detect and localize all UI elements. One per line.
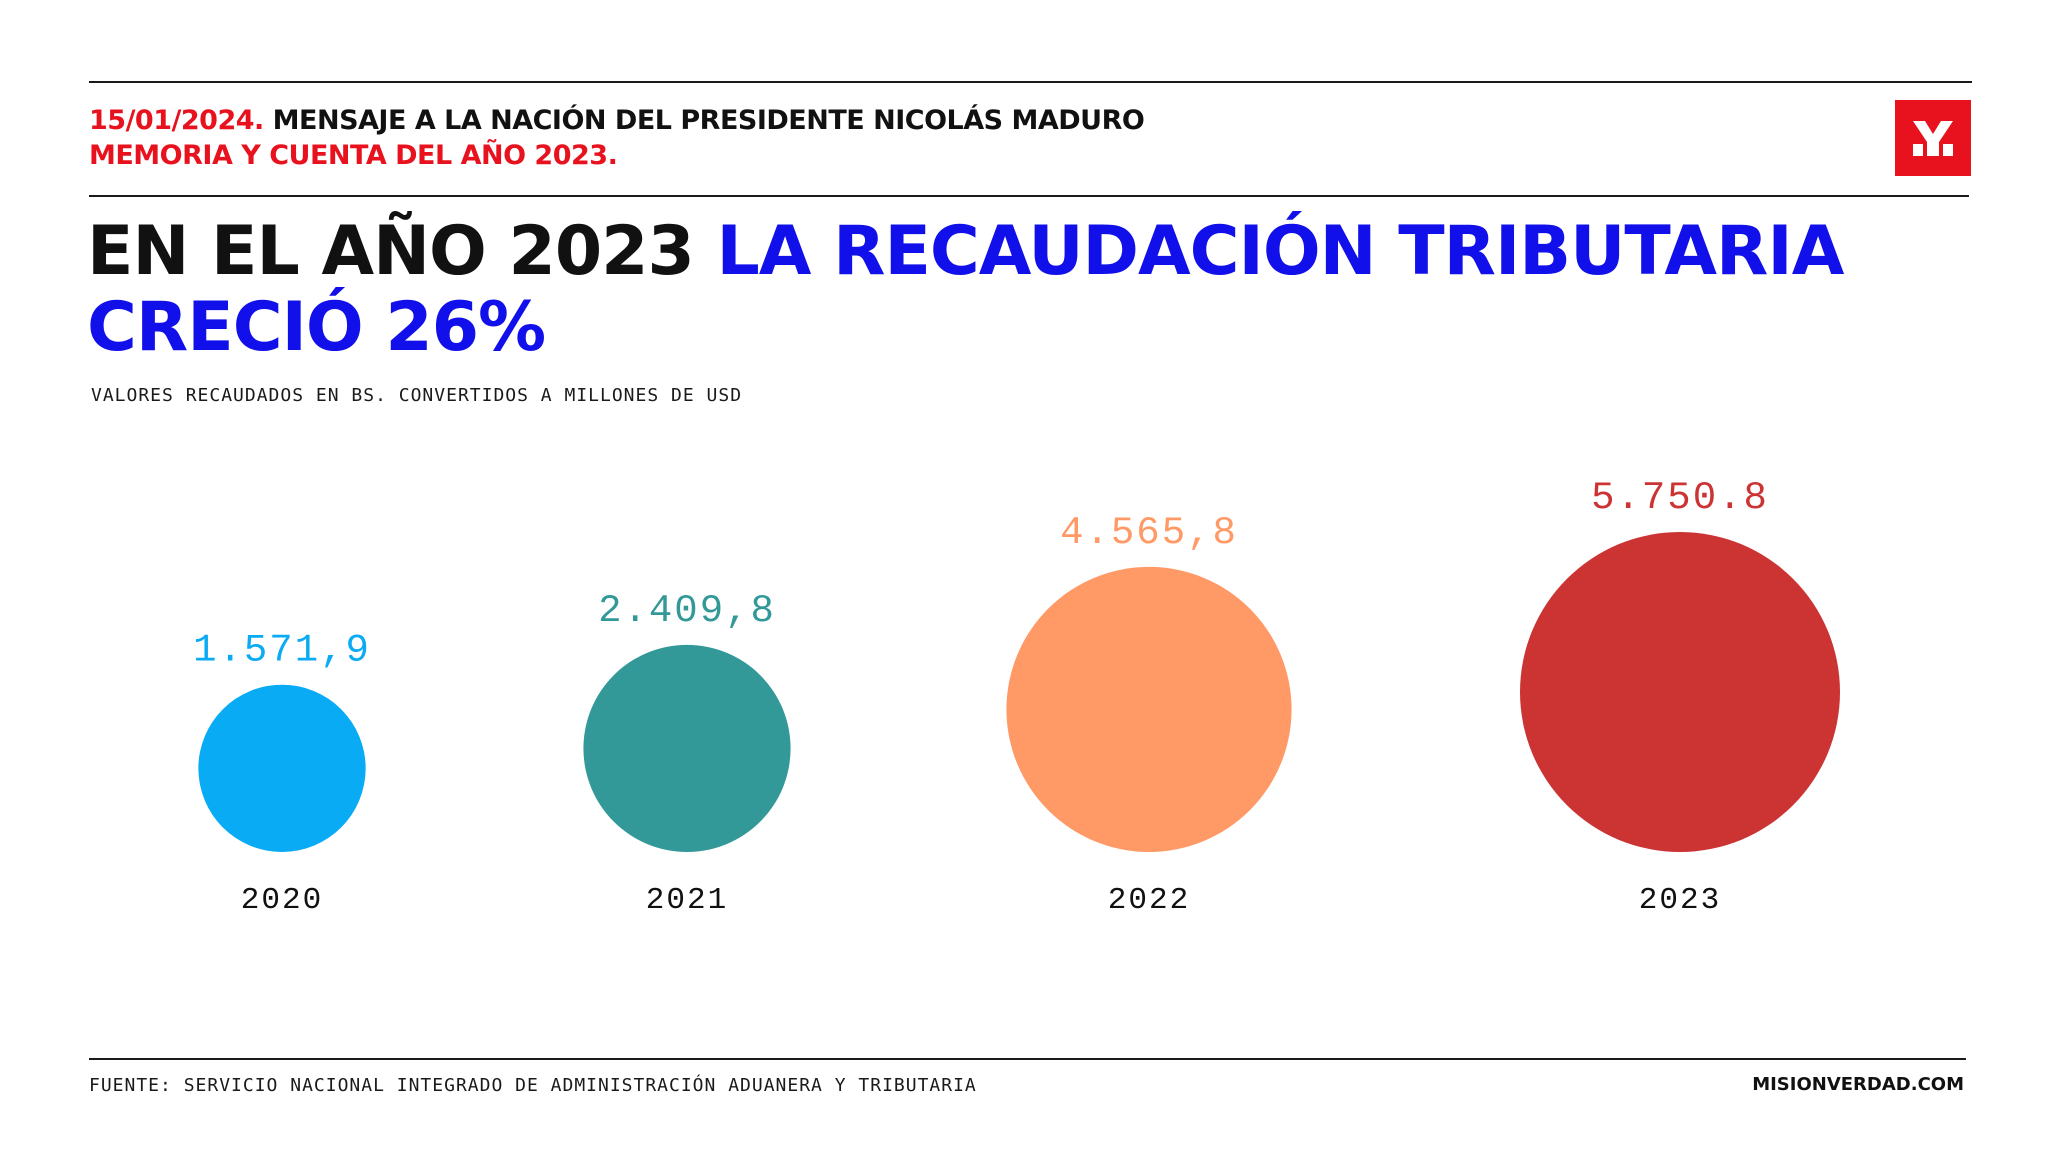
bubble-2021 [583,644,791,852]
bubble-chart: 1.571,9 2020 2.409,8 2021 4.565,8 2022 5.750.8… [193,476,1840,918]
year-label-2021: 2021 [646,883,728,918]
header-event: MENSAJE A LA NACIÓN DEL PRESIDENTE NICOL… [263,105,1145,136]
chart-subtitle: VALORES RECAUDADOS EN BS. CONVERTIDOS A … [91,385,743,406]
value-label-2023: 5.750.8 [1591,476,1769,520]
headline-part-3: CRECIÓ 26% [87,288,546,367]
headline-line-1: EN EL AÑO 2023 LA RECAUDACIÓN TRIBUTARIA [87,212,1844,291]
value-label-2022: 4.565,8 [1060,511,1238,555]
value-label-2021: 2.409,8 [598,589,776,633]
headline: EN EL AÑO 2023 LA RECAUDACIÓN TRIBUTARIA… [87,212,1844,367]
bubble-2020 [198,684,366,852]
top-divider [89,81,1972,83]
year-label-2023: 2023 [1639,883,1721,918]
footer-divider [89,1058,1966,1060]
headline-part-1: EN EL AÑO 2023 [87,212,717,291]
headline-part-2: LA RECAUDACIÓN TRIBUTARIA [716,212,1844,291]
year-label-2022: 2022 [1108,883,1190,918]
source-note: FUENTE: SERVICIO NACIONAL INTEGRADO DE A… [89,1075,977,1096]
header-line-1: 15/01/2024. MENSAJE A LA NACIÓN DEL PRES… [89,103,1145,138]
misionverdad-logo-icon [1895,100,1971,176]
header-divider [89,195,1969,197]
header-subline: MEMORIA Y CUENTA DEL AÑO 2023. [89,140,618,171]
site-name: MISIONVERDAD.COM [1752,1074,1964,1095]
year-label-2020: 2020 [241,883,323,918]
bubble-2023 [1520,532,1840,852]
header-date: 15/01/2024. [89,105,264,136]
bubble-2022 [1006,566,1292,852]
header: 15/01/2024. MENSAJE A LA NACIÓN DEL PRES… [89,103,1145,173]
value-label-2020: 1.571,9 [193,629,371,673]
